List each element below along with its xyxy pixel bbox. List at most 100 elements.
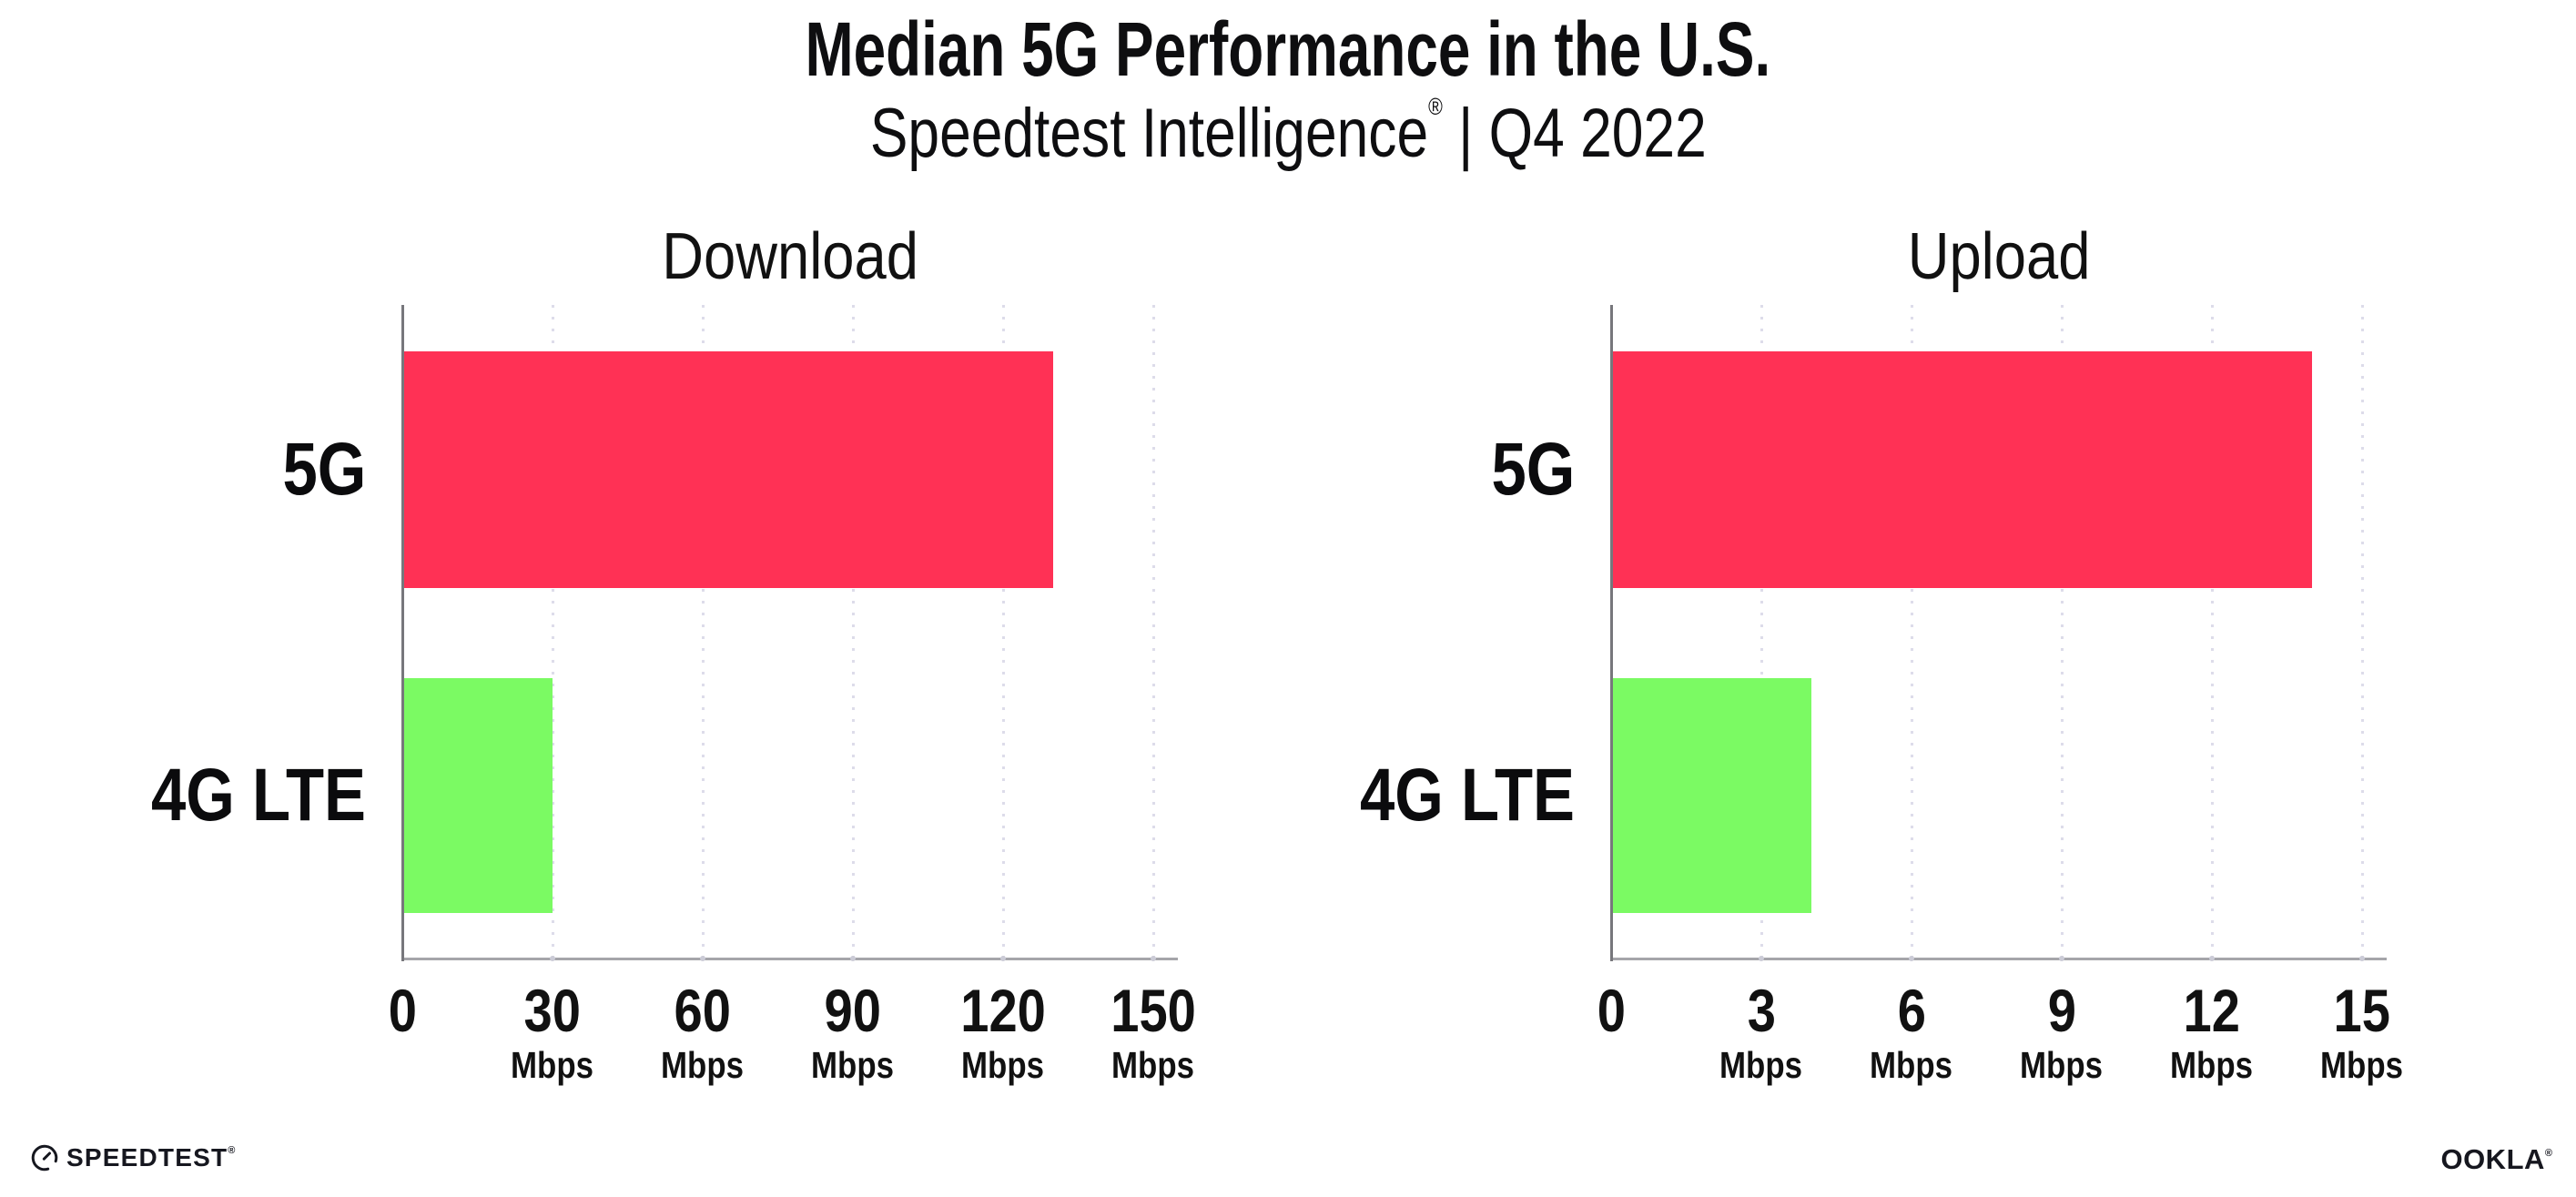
tick-number-text: 9 [2047, 977, 2076, 1044]
axis-tick-dot [1909, 956, 1914, 961]
speedtest-gauge-icon [31, 1144, 58, 1172]
tick-unit-label-text: Mbps [511, 1044, 594, 1086]
tick-number: 120 [903, 980, 1103, 1040]
tick-number-text: 90 [824, 977, 882, 1044]
axis-tick-dot [1151, 956, 1156, 961]
gridline-60-mbps [702, 305, 705, 962]
gridline-15-mbps [2361, 305, 2364, 962]
ookla-logo: OOKLA® [2440, 1143, 2552, 1176]
category-label-4g-lte: 4G LTE [102, 750, 366, 841]
axis-tick-dot [700, 956, 705, 961]
bar-5g-upload [1611, 351, 2312, 588]
upload-chart-title-text: Upload [1907, 220, 2091, 293]
category-label-text: 4G LTE [150, 754, 366, 837]
bar-5g-download [402, 351, 1053, 588]
tick-unit-label: Mbps [753, 1047, 953, 1084]
tick-unit-label: Mbps [1053, 1047, 1253, 1084]
download-x-axis-line [402, 958, 1178, 960]
page-title-text: Median 5G Performance in the U.S. [805, 6, 1771, 92]
tick-unit-label-text: Mbps [661, 1044, 745, 1086]
tick-unit-label: Mbps [1661, 1047, 1861, 1084]
tick-number: 6 [1811, 980, 2012, 1040]
tick-number: 0 [1511, 980, 1711, 1040]
tick-label-9: 9 Mbps [1962, 980, 2162, 1084]
tick-number: 0 [302, 980, 502, 1040]
gridline-9-mbps [2061, 305, 2064, 962]
gridline-12-mbps [2211, 305, 2214, 962]
axis-tick-dot [1000, 956, 1006, 961]
tick-unit-label: Mbps [2262, 1047, 2462, 1084]
tick-unit-label: Mbps [452, 1047, 653, 1084]
axis-tick-dot [1759, 956, 1764, 961]
tick-label-90: 90 Mbps [753, 980, 953, 1084]
tick-unit-label-text: Mbps [2020, 1044, 2104, 1086]
tick-unit-label: Mbps [603, 1047, 803, 1084]
tick-number: 30 [452, 980, 653, 1040]
category-label-text: 5G [282, 428, 366, 511]
tick-number: 150 [1053, 980, 1253, 1040]
axis-tick-dot [2359, 956, 2365, 961]
tick-unit-label: Mbps [903, 1047, 1103, 1084]
tick-number: 90 [753, 980, 953, 1040]
download-y-axis-line [401, 305, 404, 961]
tick-unit-label-text: Mbps [961, 1044, 1045, 1086]
speedtest-logo: SPEEDTEST® [31, 1143, 235, 1172]
tick-label-60: 60 Mbps [603, 980, 803, 1084]
subtitle-brand: Speedtest Intelligence [869, 95, 1428, 172]
tick-unit-label: Mbps [1811, 1047, 2012, 1084]
tick-number: 15 [2262, 980, 2462, 1040]
tick-label-15: 15 Mbps [2262, 980, 2462, 1084]
tick-number-text: 30 [523, 977, 582, 1044]
tick-unit-label-text: Mbps [2170, 1044, 2254, 1086]
tick-label-0: 0 [302, 980, 502, 1040]
gridline-90-mbps [852, 305, 855, 962]
tick-unit-label-text: Mbps [811, 1044, 895, 1086]
tick-unit-label-text: Mbps [1870, 1044, 1953, 1086]
category-label-4g-lte: 4G LTE [1311, 750, 1575, 841]
page-subtitle-text: Speedtest Intelligence® | Q4 2022 [870, 93, 1707, 173]
speedtest-wordmark-text: SPEEDTEST [66, 1143, 228, 1172]
tick-label-150: 150 Mbps [1053, 980, 1253, 1084]
download-chart: Download 5G 4G LTE 0 30 Mbps 60 Mbps 90 Mbps 120 M… [151, 220, 1196, 1084]
subtitle-period: | Q4 2022 [1442, 95, 1707, 172]
tick-number: 60 [603, 980, 803, 1040]
upload-y-axis-line [1610, 305, 1613, 961]
gridline-150-mbps [1152, 305, 1155, 962]
axis-tick-dot [2059, 956, 2064, 961]
tick-unit-label-text: Mbps [1111, 1044, 1195, 1086]
tick-label-30: 30 Mbps [452, 980, 653, 1084]
download-chart-title: Download [402, 219, 1178, 294]
tick-number-text: 3 [1747, 977, 1776, 1044]
upload-chart: Upload 5G 4G LTE 0 3 Mbps 6 Mbps 9 Mbps 12 Mbps 15 M… [1360, 220, 2404, 1084]
tick-number: 12 [2112, 980, 2312, 1040]
tick-label-6: 6 Mbps [1811, 980, 2012, 1084]
ookla-registered-mark-icon: ® [2544, 1148, 2552, 1159]
tick-label-12: 12 Mbps [2112, 980, 2312, 1084]
ookla-wordmark-text: OOKLA [2440, 1143, 2545, 1175]
registered-mark-icon: ® [1427, 93, 1443, 120]
category-label-text: 5G [1491, 428, 1575, 511]
download-chart-title-text: Download [662, 220, 918, 293]
page-title: Median 5G Performance in the U.S. [0, 5, 2576, 94]
tick-number-text: 60 [674, 977, 732, 1044]
tick-number-text: 15 [2333, 977, 2391, 1044]
tick-number: 9 [1962, 980, 2162, 1040]
axis-tick-dot [850, 956, 856, 961]
category-label-5g: 5G [102, 424, 366, 515]
category-label-text: 4G LTE [1359, 754, 1575, 837]
tick-number: 3 [1661, 980, 1861, 1040]
tick-label-3: 3 Mbps [1661, 980, 1861, 1084]
tick-unit-label-text: Mbps [2320, 1044, 2404, 1086]
gridline-3-mbps [1760, 305, 1763, 962]
tick-unit-label: Mbps [2112, 1047, 2312, 1084]
bar-4g-lte-upload [1611, 678, 1811, 913]
tick-label-120: 120 Mbps [903, 980, 1103, 1084]
gridline-6-mbps [1911, 305, 1913, 962]
axis-tick-dot [550, 956, 555, 961]
gridline-120-mbps [1002, 305, 1005, 962]
ookla-wordmark: OOKLA® [2440, 1143, 2552, 1175]
tick-number-text: 120 [960, 977, 1046, 1044]
tick-number-text: 150 [1111, 977, 1196, 1044]
upload-x-axis-line [1611, 958, 2387, 960]
